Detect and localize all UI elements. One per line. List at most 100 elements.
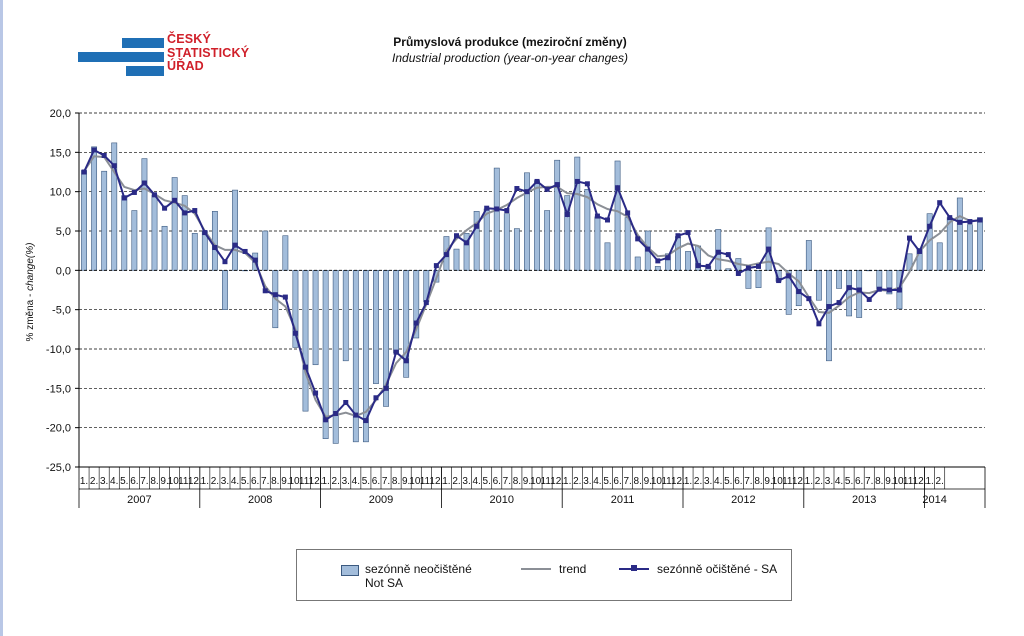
- sa-marker: [202, 230, 208, 236]
- x-month-label: 1.: [442, 476, 450, 487]
- legend-sa-marker: [631, 565, 637, 571]
- sa-marker: [141, 180, 147, 186]
- sa-marker: [635, 236, 641, 242]
- sa-marker: [584, 181, 590, 187]
- bar: [312, 270, 319, 366]
- bar: [604, 242, 611, 271]
- x-month-label: 12.: [792, 476, 806, 487]
- x-month-label: 11.: [661, 476, 674, 487]
- x-month-label: 2.: [573, 476, 581, 487]
- y-tick-label: 20,0: [50, 108, 71, 120]
- x-month-label: 4.: [110, 476, 118, 487]
- sa-marker: [111, 163, 117, 169]
- bar: [493, 167, 500, 271]
- bar: [332, 270, 339, 444]
- x-month-label: 9.: [885, 476, 893, 487]
- x-month-label: 2.: [211, 476, 219, 487]
- sa-marker: [927, 223, 933, 229]
- sa-marker: [333, 411, 339, 417]
- bar: [282, 235, 289, 271]
- y-tick-label: -20,0: [46, 423, 71, 435]
- x-month-label: 8.: [392, 476, 400, 487]
- x-month-label: 12.: [913, 476, 927, 487]
- sa-marker: [786, 273, 792, 279]
- sa-marker: [162, 205, 168, 211]
- sa-marker: [474, 223, 480, 229]
- x-year-label: 2014: [922, 494, 946, 506]
- trend-line: [83, 155, 980, 418]
- bar: [373, 270, 379, 384]
- sa-marker: [232, 242, 238, 248]
- x-month-label: 7.: [865, 476, 873, 487]
- sa-marker: [282, 294, 288, 300]
- legend-label-trend: trend: [559, 562, 587, 576]
- sa-marker: [131, 189, 137, 195]
- x-month-label: 2.: [452, 476, 460, 487]
- x-month-label: 6.: [130, 476, 138, 487]
- y-tick-label: -10,0: [46, 344, 71, 356]
- sa-marker: [101, 152, 107, 158]
- x-month-label: 2.: [90, 476, 98, 487]
- x-month-label: 11.: [299, 476, 312, 487]
- sa-marker: [323, 417, 329, 423]
- sa-marker: [353, 412, 359, 418]
- sa-marker: [675, 233, 681, 239]
- bar: [262, 230, 269, 271]
- sa-marker: [625, 210, 631, 216]
- bar: [654, 266, 661, 271]
- sa-marker: [796, 289, 802, 295]
- y-tick-label: 15,0: [50, 147, 71, 159]
- sa-marker: [222, 259, 228, 265]
- sa-marker: [866, 296, 872, 302]
- x-month-label: 8.: [150, 476, 158, 487]
- bar: [171, 177, 178, 271]
- sa-marker: [705, 263, 711, 269]
- sa-marker: [735, 270, 741, 276]
- x-month-label: 6.: [251, 476, 259, 487]
- bar: [513, 228, 520, 271]
- x-year-label: 2009: [369, 494, 393, 506]
- bar: [151, 194, 158, 271]
- sa-marker: [957, 219, 963, 225]
- x-month-label: 12.: [429, 476, 443, 487]
- sa-marker: [886, 287, 892, 293]
- bar: [785, 270, 792, 315]
- bar: [101, 170, 108, 271]
- x-month-label: 10.: [409, 476, 423, 487]
- x-month-label: 1.: [563, 476, 571, 487]
- x-month-label: 3.: [704, 476, 712, 487]
- bar: [121, 195, 128, 271]
- bar: [876, 270, 883, 290]
- bar: [503, 213, 510, 271]
- x-month-label: 9.: [644, 476, 652, 487]
- bar: [483, 208, 490, 271]
- bar: [956, 197, 963, 271]
- bar: [624, 217, 631, 271]
- bar: [594, 216, 601, 271]
- sa-marker: [665, 255, 671, 261]
- x-month-label: 12.: [671, 476, 685, 487]
- sa-marker: [172, 197, 178, 203]
- sa-marker: [403, 358, 409, 364]
- x-month-label: 7.: [382, 476, 390, 487]
- chart-title-czech: Průmyslová produkce (meziroční změny): [393, 35, 627, 49]
- bar: [815, 270, 822, 301]
- x-month-label: 11.: [178, 476, 191, 487]
- sa-marker: [313, 390, 319, 396]
- bar: [232, 189, 238, 271]
- sa-marker: [303, 364, 308, 370]
- bar: [574, 156, 581, 271]
- sa-marker: [413, 320, 419, 326]
- x-month-label: 5.: [724, 476, 732, 487]
- bar: [524, 172, 530, 271]
- sa-marker: [383, 385, 389, 391]
- sa-marker: [977, 217, 983, 223]
- x-month-label: 11.: [541, 476, 554, 487]
- x-month-label: 6.: [493, 476, 501, 487]
- sa-marker: [745, 265, 751, 271]
- bar: [966, 224, 973, 271]
- sa-marker: [907, 235, 912, 241]
- x-month-label: 7.: [623, 476, 631, 487]
- x-month-label: 4.: [231, 476, 239, 487]
